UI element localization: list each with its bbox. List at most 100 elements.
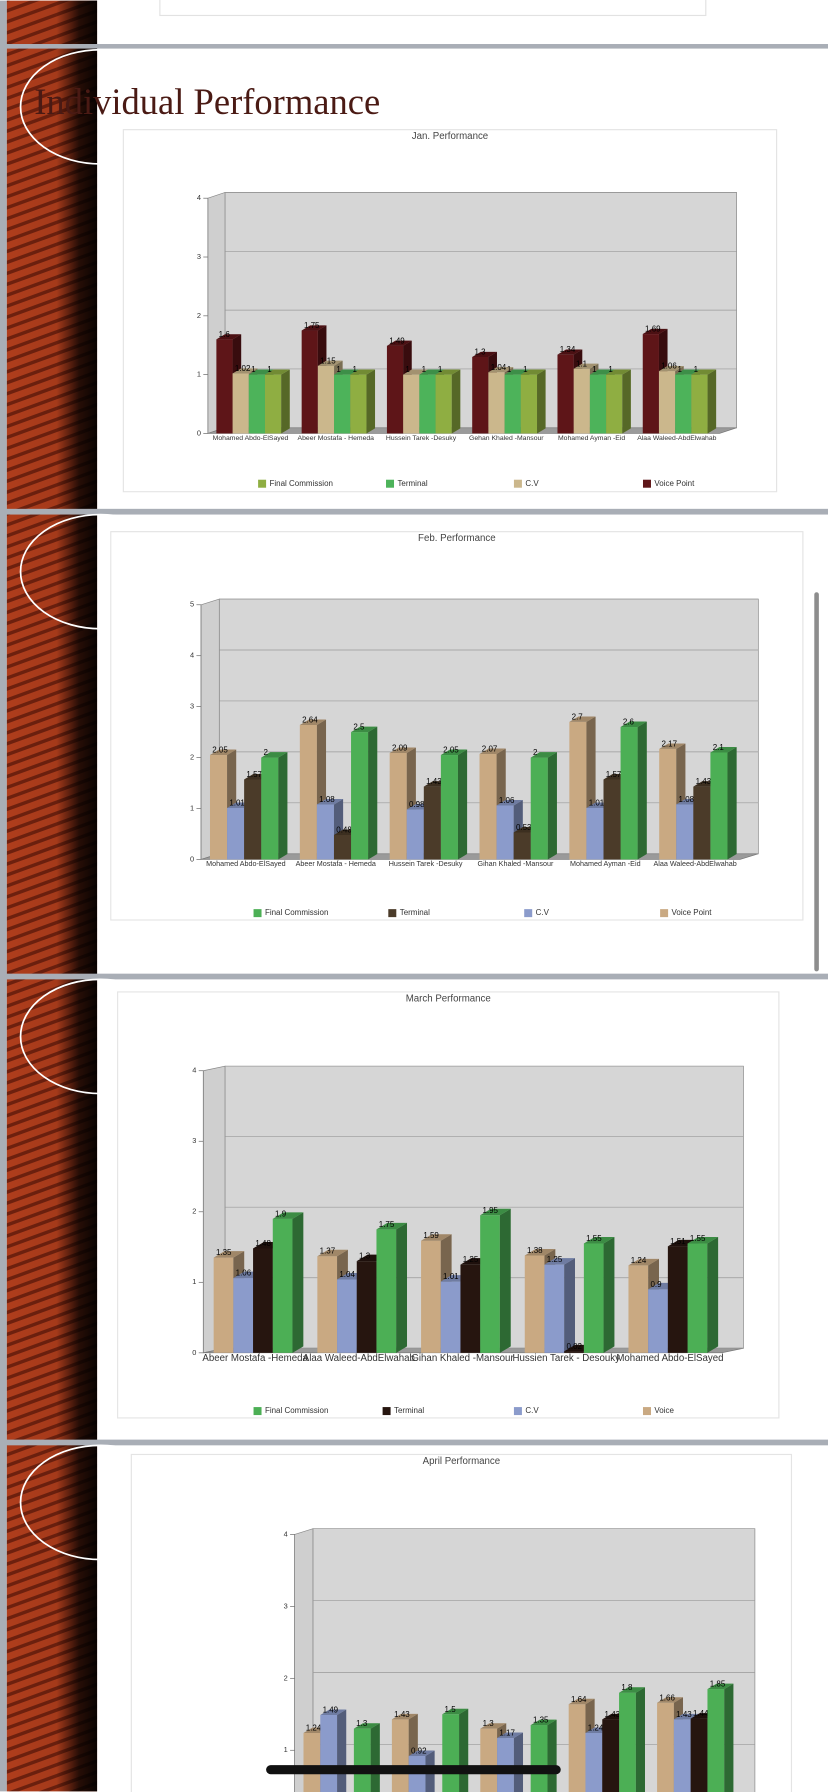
bar-top-shade — [497, 1732, 524, 1739]
bar-front — [353, 1728, 371, 1792]
decor-ellipse — [19, 48, 182, 165]
bar-front — [480, 1215, 500, 1353]
data-label: 1.35 — [216, 1248, 232, 1257]
bar-top-shade — [209, 749, 237, 756]
bar-top-shade — [659, 743, 686, 749]
y-tick-label: 2 — [284, 1673, 288, 1682]
data-label: 1.64 — [571, 1695, 587, 1704]
x-tick-label: Gihan Khaled -Mansour — [477, 859, 554, 868]
bar-top-shade — [320, 1709, 347, 1716]
slide-heading: Individual Performance — [34, 81, 380, 122]
data-label: 1 — [353, 365, 358, 374]
bar-side — [366, 369, 376, 434]
bar-side-shade — [513, 1732, 524, 1792]
bar-front — [557, 354, 574, 434]
bar-front — [520, 374, 538, 434]
bar-top — [687, 1237, 719, 1244]
bar — [530, 752, 557, 860]
bar-front — [628, 1265, 649, 1353]
bar-top-shade — [421, 1234, 452, 1241]
bar-top — [544, 1258, 576, 1265]
legend-swatch — [253, 909, 262, 918]
bar-front — [648, 1289, 668, 1353]
bar-side-shade — [451, 369, 461, 434]
bar-front — [606, 374, 623, 434]
bar-top — [317, 1249, 348, 1257]
data-label: 2.17 — [661, 739, 677, 748]
bar-front — [524, 1255, 545, 1353]
data-label: 1.35 — [533, 1716, 549, 1725]
bar-top-shade — [301, 325, 327, 331]
bar-front — [440, 1281, 461, 1353]
bar-front — [642, 334, 659, 434]
chart-title: March Performance — [406, 993, 491, 1004]
bar-side — [707, 369, 717, 434]
y-tick-label: 1 — [190, 803, 194, 812]
bar-top-shade — [530, 752, 557, 758]
bar-side — [622, 369, 631, 434]
data-label: 1.43 — [605, 1710, 621, 1719]
bar-top-shade — [317, 360, 343, 366]
data-label: 1.49 — [323, 1706, 339, 1715]
legend-swatch — [513, 479, 522, 488]
data-label: 1.66 — [659, 1693, 675, 1702]
data-label: 1.04 — [339, 1270, 355, 1279]
bar — [261, 752, 288, 860]
bar-front — [460, 1264, 481, 1353]
bar-front — [253, 1248, 273, 1353]
bar-front — [301, 330, 318, 434]
bar-top-shade — [316, 798, 344, 805]
bar-top — [264, 369, 290, 375]
bar-side — [547, 752, 557, 860]
bar-top — [403, 369, 428, 375]
bar-front — [303, 1732, 321, 1792]
bar-front — [264, 374, 282, 434]
legend-label: Terminal — [397, 479, 427, 488]
data-label: 1 — [523, 365, 528, 374]
data-label: 0.92 — [411, 1747, 427, 1756]
data-label: 1 — [422, 365, 427, 374]
bar-side-shade — [724, 1683, 734, 1792]
left-edge — [0, 0, 7, 1792]
y-tick-label: 3 — [192, 1136, 196, 1145]
slide-separator — [0, 973, 828, 980]
bar-top-shade — [606, 369, 631, 375]
legend-swatch — [642, 479, 651, 488]
bar-top — [530, 1719, 557, 1726]
data-label: 1.55 — [586, 1234, 602, 1243]
bar-top — [657, 1697, 684, 1703]
bar-top — [675, 369, 700, 375]
bar-top — [376, 1222, 408, 1230]
bar-front — [391, 1719, 409, 1792]
bar-top — [573, 363, 599, 369]
data-label: 1.5 — [445, 1705, 457, 1714]
bar-side — [457, 749, 468, 860]
bar-front — [317, 1256, 338, 1353]
data-label: 2.6 — [623, 718, 635, 727]
data-label: 1.9 — [275, 1209, 287, 1218]
data-label: 1 — [251, 365, 256, 374]
bar-side-shade — [281, 369, 290, 434]
x-tick-label: Alaa Waleed-AbdElwahab — [637, 435, 716, 442]
bar-front — [472, 357, 489, 434]
bar-top-shade — [691, 369, 717, 375]
bar-front — [496, 805, 514, 860]
bar-side — [451, 369, 461, 434]
bar-side — [499, 1208, 511, 1353]
bar-top — [667, 1239, 699, 1247]
bar-side-shade — [459, 1708, 469, 1792]
bar-front — [603, 779, 621, 860]
data-label: 1.15 — [320, 356, 336, 365]
bar-side-shade — [278, 752, 288, 860]
data-label: 1.24 — [631, 1256, 647, 1265]
bar-front — [337, 1279, 357, 1353]
data-label: 1.95 — [482, 1206, 498, 1215]
bar-front — [440, 755, 458, 860]
bar-top — [497, 1732, 524, 1739]
bar-top — [589, 369, 615, 375]
bar-front — [320, 1715, 338, 1792]
bar-front — [421, 1240, 441, 1353]
data-label: 1.43 — [426, 777, 442, 786]
bar-top — [232, 368, 258, 374]
y-tick-label: 5 — [190, 600, 194, 609]
